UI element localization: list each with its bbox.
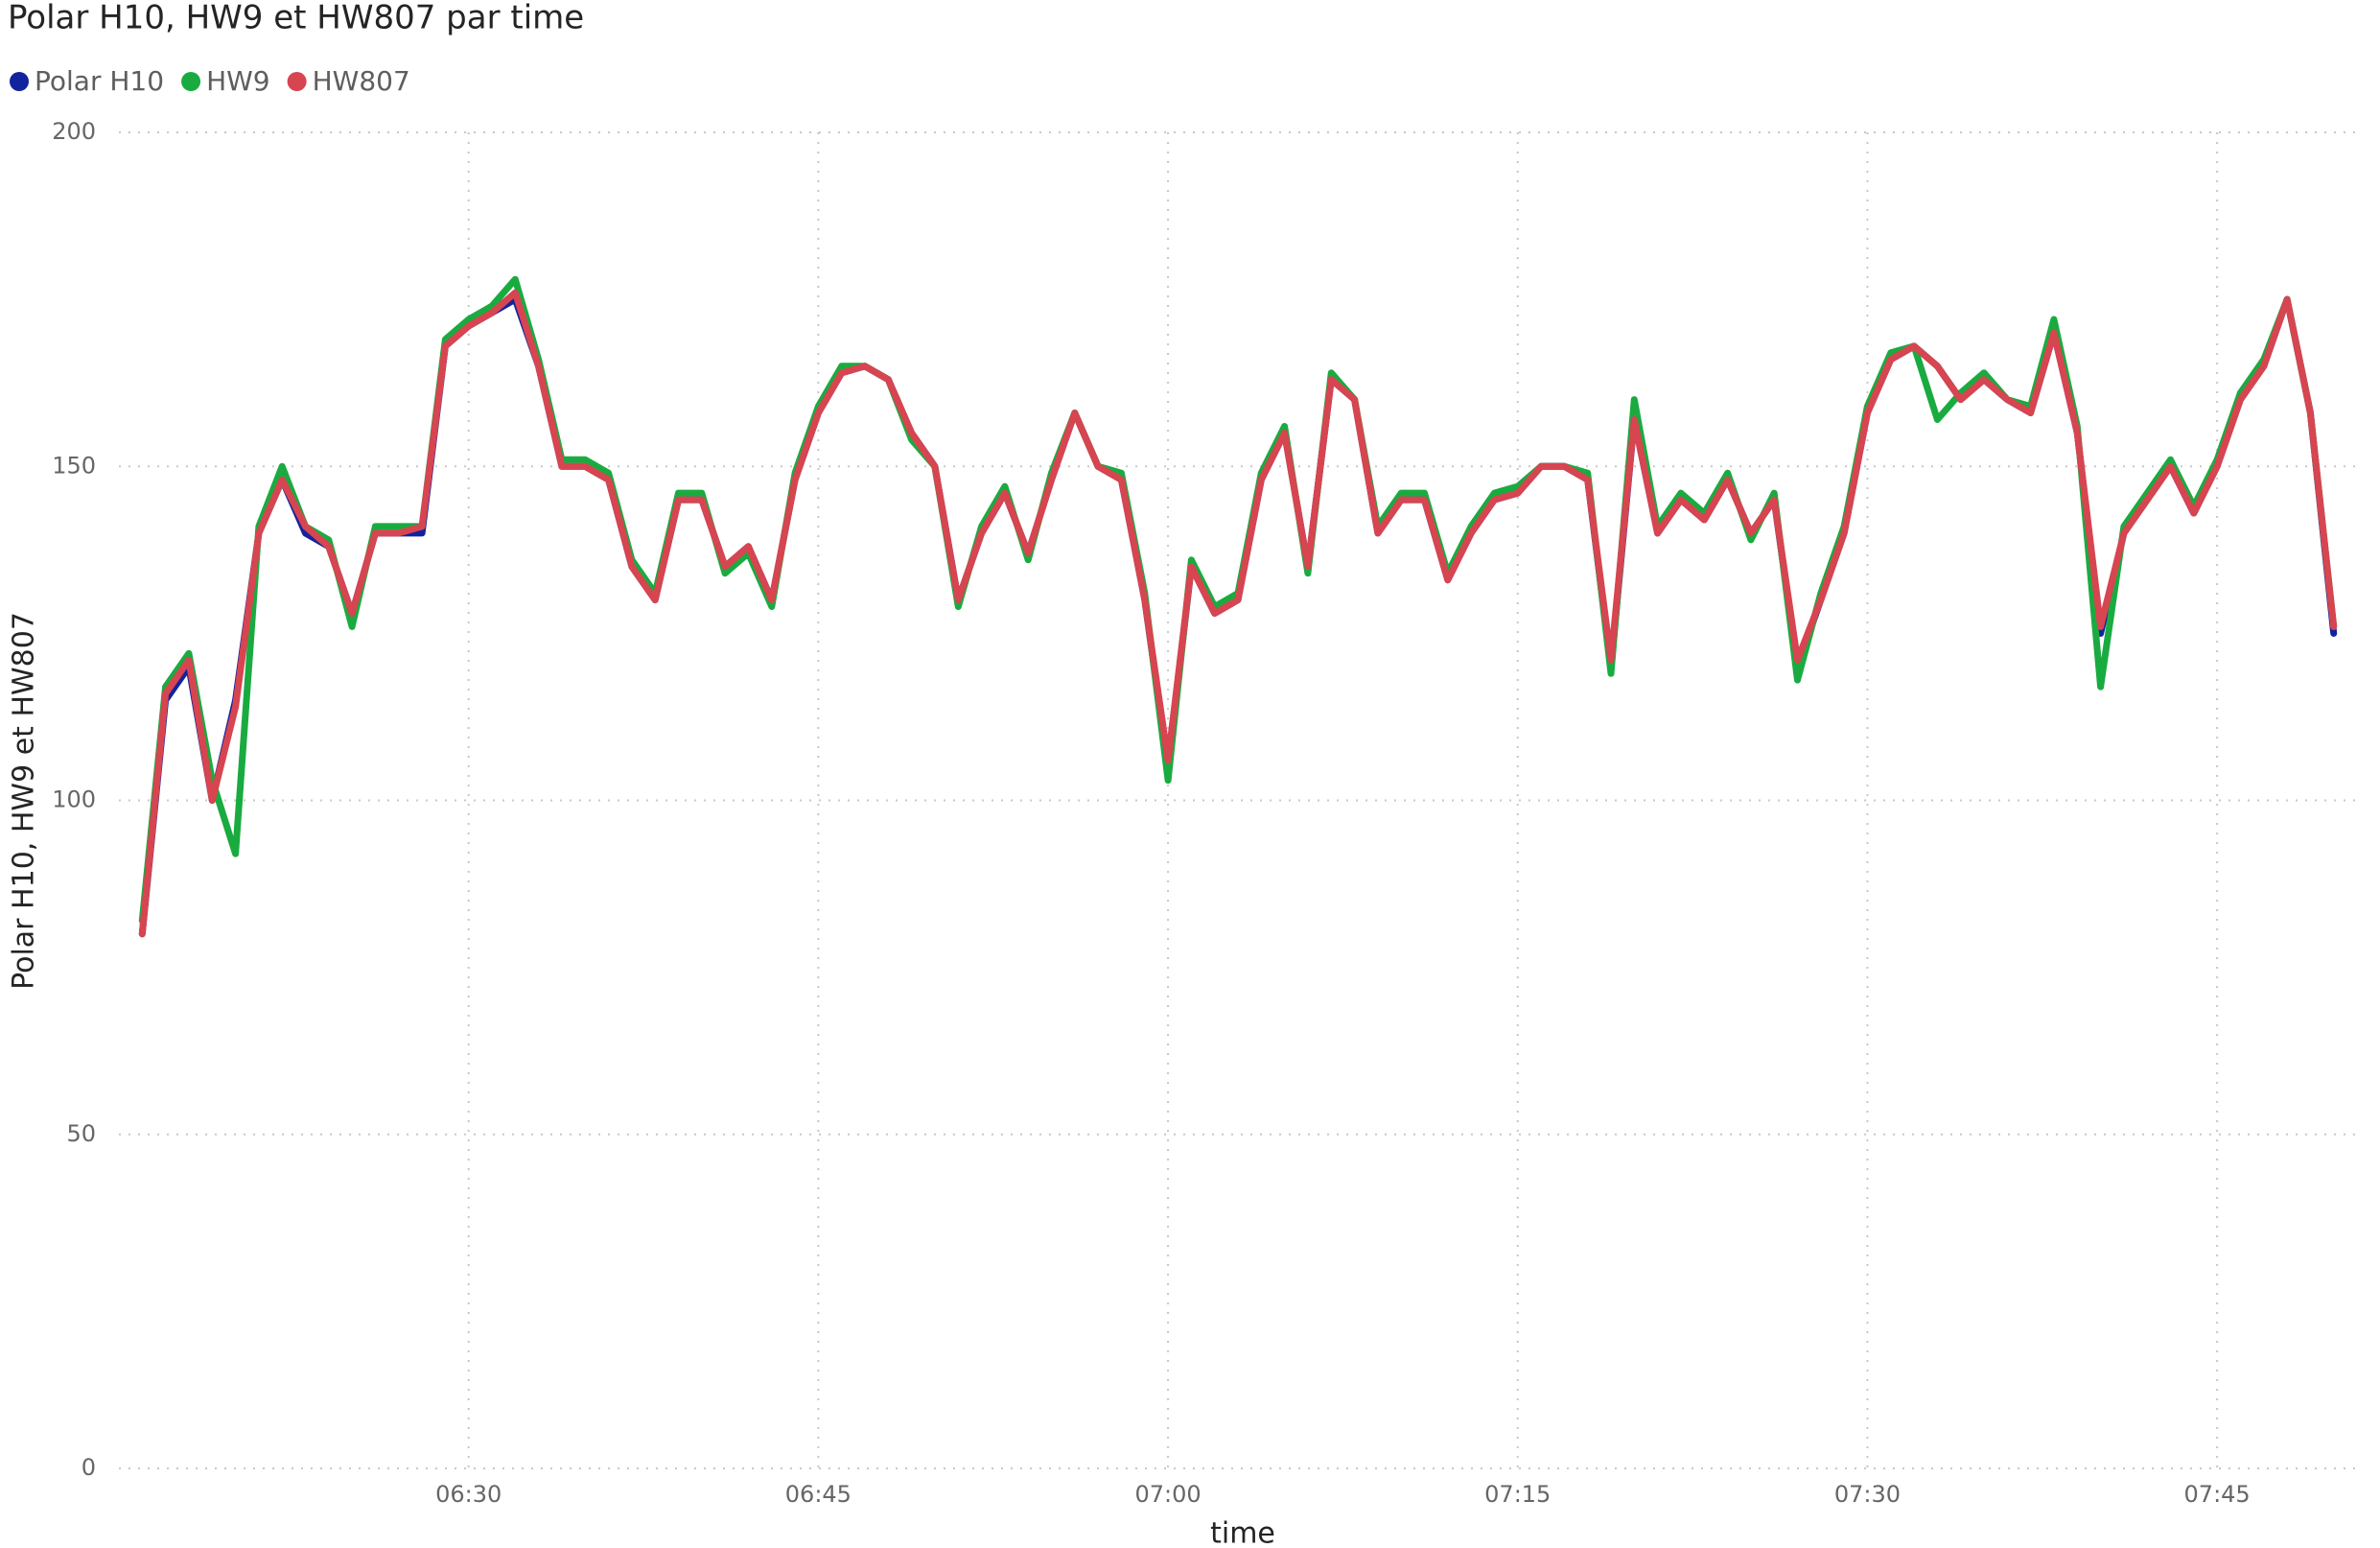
x-tick-label: 07:00 [1134, 1481, 1201, 1508]
y-tick-label: 200 [52, 118, 96, 145]
y-tick-label: 50 [66, 1120, 96, 1147]
x-axis-title: time [1210, 1517, 1275, 1548]
legend-marker [181, 72, 201, 91]
legend-label: HW9 [206, 65, 270, 97]
series-line [138, 289, 2338, 938]
legend-label: Polar H10 [35, 65, 164, 97]
x-tick-label: 06:30 [435, 1481, 502, 1508]
x-tick-label: 07:45 [2184, 1481, 2251, 1508]
x-tick-label: 07:15 [1484, 1481, 1551, 1508]
chart-title: Polar H10, HW9 et HW807 par time [8, 0, 584, 37]
y-axis-title: Polar H10, HW9 et HW807 [8, 612, 41, 990]
x-tick-label: 06:45 [785, 1481, 852, 1508]
y-tick-label: 100 [52, 786, 96, 813]
legend-marker [10, 72, 29, 91]
y-tick-label: 150 [52, 452, 96, 479]
x-tick-label: 07:30 [1834, 1481, 1901, 1508]
legend-marker [287, 72, 307, 91]
y-tick-label: 0 [82, 1454, 96, 1481]
legend-label: HW807 [313, 65, 410, 97]
